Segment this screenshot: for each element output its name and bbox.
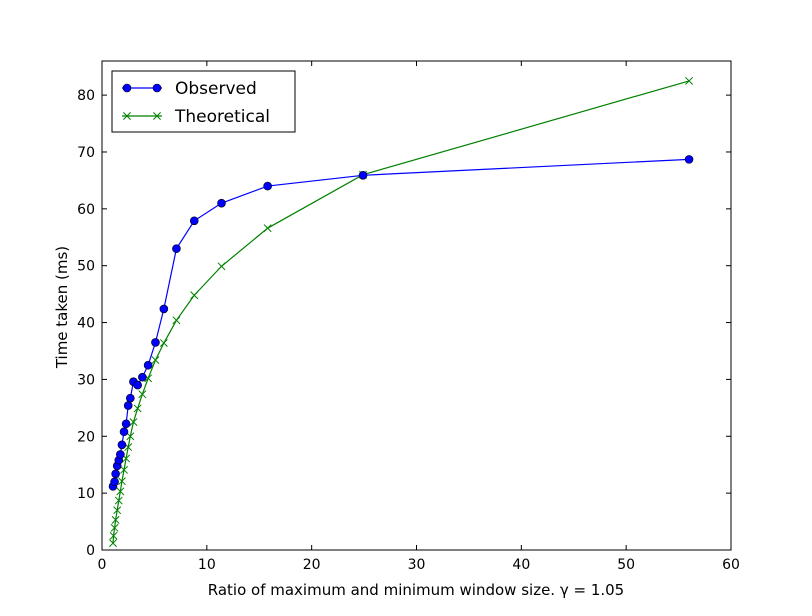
theoretical-data-point bbox=[114, 496, 123, 505]
theoretical-data-point bbox=[129, 418, 138, 427]
theoretical-data-point-stroke-b bbox=[109, 539, 117, 548]
observed-data-point bbox=[121, 419, 131, 429]
observed-data-point bbox=[126, 393, 135, 403]
theoretical-data-point-stroke-b bbox=[685, 76, 694, 85]
theoretical-data-point bbox=[190, 291, 199, 300]
observed-data-point bbox=[172, 244, 181, 253]
y-tick-label: 50 bbox=[77, 259, 95, 275]
theoretical-data-point bbox=[151, 356, 160, 365]
observed-data-point bbox=[159, 304, 169, 314]
observed-data-point bbox=[133, 380, 142, 390]
observed-data-point bbox=[217, 198, 226, 208]
theoretical-data-point-stroke-b bbox=[111, 515, 120, 524]
x-tick-label: 40 bbox=[512, 557, 530, 573]
theoretical-data-point bbox=[685, 76, 694, 85]
legend-marker-observed-left bbox=[122, 83, 132, 93]
legend-marker-observed-right bbox=[152, 83, 162, 93]
observed-data-point bbox=[111, 469, 120, 479]
observed-data-point bbox=[117, 440, 127, 450]
x-axis-label: Ratio of maximum and minimum window size… bbox=[208, 581, 624, 599]
legend-marker-theoretical-right bbox=[153, 112, 161, 120]
theoretical-data-point bbox=[263, 224, 272, 233]
y-tick-label: 30 bbox=[77, 372, 95, 388]
x-tick-label: 30 bbox=[408, 557, 426, 573]
theoretical-data-point bbox=[110, 523, 119, 532]
theoretical-data-point bbox=[109, 531, 118, 540]
observed-data-point bbox=[123, 401, 133, 410]
theoretical-data-point-stroke-b bbox=[114, 496, 123, 505]
theoretical-data-point bbox=[138, 390, 147, 399]
theoretical-data-point-stroke-b bbox=[116, 487, 125, 496]
theoretical-data-point-stroke-b bbox=[110, 523, 119, 532]
series-layer bbox=[108, 76, 694, 548]
legend-marker-theoretical-left bbox=[123, 112, 131, 120]
observed-data-point bbox=[189, 216, 199, 226]
x-tick-label: 50 bbox=[617, 557, 635, 573]
theoretical-data-point-stroke-b bbox=[190, 291, 199, 300]
axes-layer: 0 10 20 30 40 50 60 0 10 20 30 40 50 60 70 80 bbox=[77, 60, 740, 573]
theoretical-data-point bbox=[217, 262, 226, 271]
theoretical-data-point bbox=[113, 506, 122, 515]
theoretical-data-point bbox=[133, 404, 142, 413]
theoretical-data-point-stroke-b bbox=[151, 356, 160, 365]
observed-data-point bbox=[110, 477, 119, 487]
x-tick-label: 20 bbox=[303, 557, 321, 573]
y-tick-label: 0 bbox=[86, 543, 95, 559]
theoretical-data-point-stroke-b bbox=[124, 443, 133, 452]
theoretical-data-point-stroke-b bbox=[109, 531, 118, 540]
theoretical-data-point-stroke-b bbox=[120, 465, 128, 474]
theoretical-data-point-stroke-b bbox=[172, 316, 181, 325]
legend-marker-theoretical-right-stroke-b bbox=[153, 112, 161, 120]
theoretical-data-point-stroke-b bbox=[159, 339, 168, 347]
observed-data-point bbox=[138, 372, 147, 382]
theoretical-data-point bbox=[109, 539, 117, 548]
theoretical-data-point bbox=[126, 432, 135, 441]
theoretical-data-point bbox=[116, 487, 125, 496]
theoretical-data-point-stroke-b bbox=[122, 454, 131, 463]
theoretical-data-point-stroke-b bbox=[217, 262, 226, 271]
theoretical-data-point-stroke-b bbox=[263, 224, 272, 233]
theoretical-data-point-stroke-b bbox=[117, 477, 126, 486]
y-tick-label: 40 bbox=[77, 316, 95, 332]
y-axis-label: Time taken (ms) bbox=[53, 246, 71, 369]
y-tick-label: 10 bbox=[77, 486, 95, 502]
theoretical-data-point bbox=[120, 465, 128, 474]
observed-data-point bbox=[119, 427, 129, 437]
observed-data-point bbox=[143, 360, 153, 370]
y-tick-label: 80 bbox=[77, 88, 95, 104]
x-tick-label: 10 bbox=[198, 557, 216, 573]
y-tick-label: 70 bbox=[77, 145, 95, 161]
legend: Observed Theoretical bbox=[111, 70, 296, 133]
y-tick-label: 20 bbox=[77, 429, 95, 445]
legend-box bbox=[111, 70, 296, 133]
y-tick-label: 60 bbox=[77, 202, 95, 218]
observed-data-point bbox=[358, 170, 368, 180]
theoretical-data-point bbox=[117, 477, 126, 486]
observed-data-point bbox=[116, 450, 125, 459]
theoretical-data-point-stroke-b bbox=[126, 432, 135, 441]
theoretical-data-point-stroke-b bbox=[113, 506, 122, 515]
theoretical-data-point-stroke-b bbox=[144, 374, 153, 383]
observed-data-point bbox=[684, 155, 694, 164]
theoretical-data-point bbox=[172, 316, 181, 325]
observed-data-point bbox=[151, 338, 160, 347]
theoretical-series-line bbox=[112, 80, 690, 544]
theoretical-data-point-stroke-b bbox=[133, 404, 142, 413]
theoretical-data-point-stroke-b bbox=[129, 418, 138, 427]
x-tick-label: 60 bbox=[722, 557, 740, 573]
theoretical-data-point bbox=[159, 339, 168, 347]
legend-label-observed: Observed bbox=[175, 79, 257, 99]
theoretical-data-point bbox=[111, 515, 120, 524]
legend-label-theoretical: Theoretical bbox=[174, 107, 270, 127]
legend-marker-theoretical-left-stroke-b bbox=[123, 112, 131, 120]
x-tick-label: 0 bbox=[98, 557, 107, 573]
theoretical-data-point-stroke-b bbox=[138, 390, 147, 399]
observed-data-point bbox=[263, 181, 272, 191]
